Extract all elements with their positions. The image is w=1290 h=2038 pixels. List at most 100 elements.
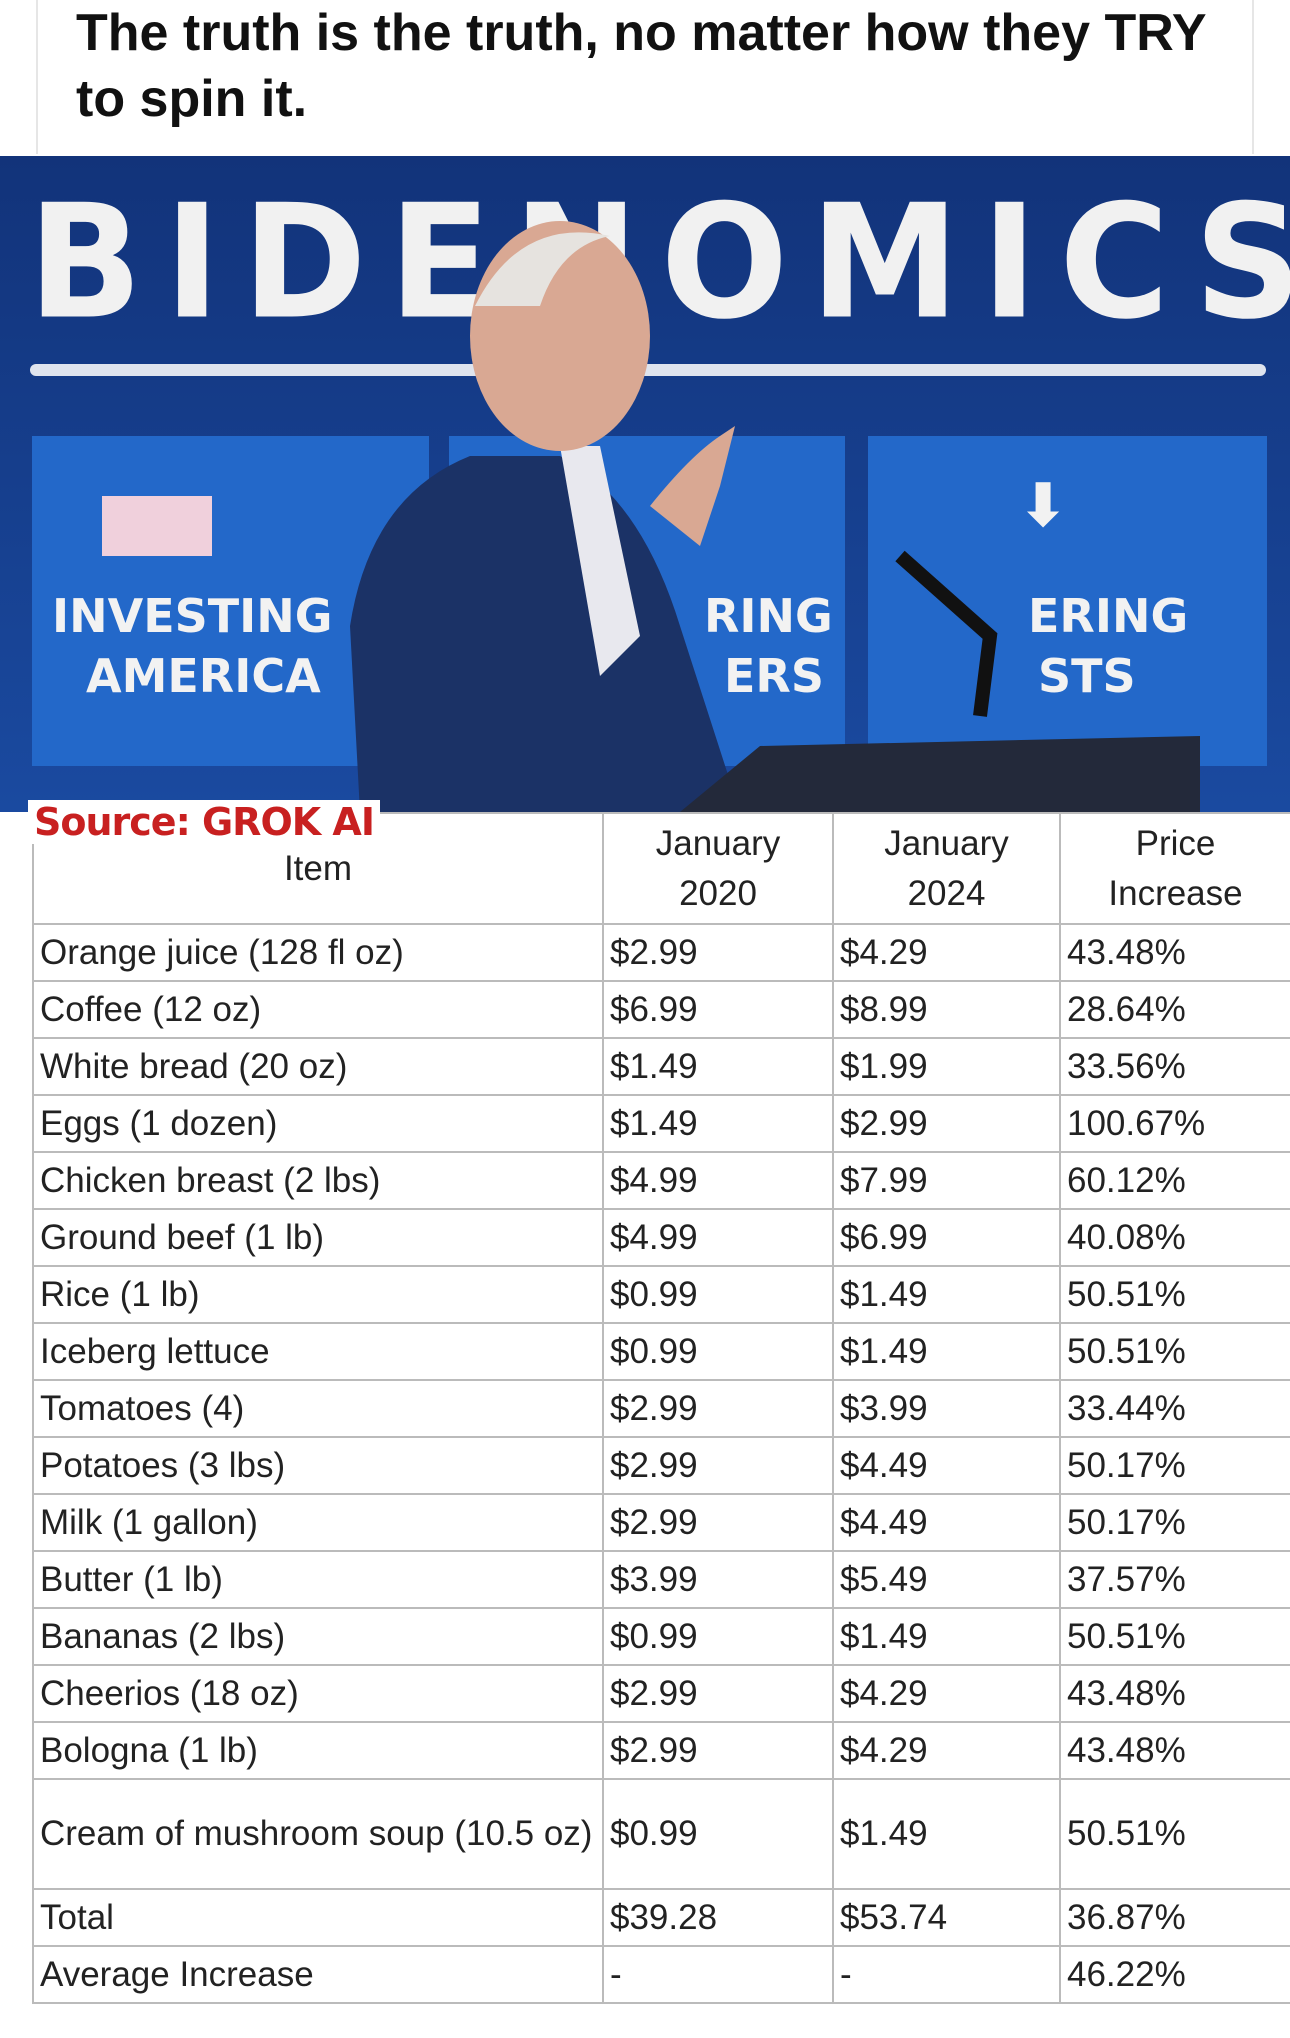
source-label: Source: GROK AI (28, 800, 380, 844)
table-row: Orange juice (128 fl oz) $2.99 $4.29 43.48% (32, 923, 1290, 982)
price-cell: $2.99 (602, 1493, 834, 1552)
post-text: The truth is the truth, no matter how th… (76, 4, 1206, 128)
hair (475, 232, 610, 306)
price-cell: $4.49 (832, 1493, 1061, 1552)
header-cell: Price Increase (1059, 812, 1290, 925)
price-cell: 43.48% (1059, 923, 1290, 982)
table-row: Milk (1 gallon) $2.99 $4.49 50.17% (32, 1493, 1290, 1552)
table-row: Ground beef (1 lb) $4.99 $6.99 40.08% (32, 1208, 1290, 1267)
item-cell: Ground beef (1 lb) (32, 1208, 604, 1267)
table-row: Butter (1 lb) $3.99 $5.49 37.57% (32, 1550, 1290, 1609)
item-cell: Average Increase (32, 1945, 604, 2004)
photo: BIDENOMICS INVESTING AMERICA RING ERS ⬇ ER… (0, 156, 1290, 812)
price-table: Item January 2020 January 2024 Price Increa… (32, 812, 1290, 2004)
table-row: Total $39.28 $53.74 36.87% (32, 1888, 1290, 1947)
price-cell: 50.51% (1059, 1265, 1290, 1324)
table-row: Potatoes (3 lbs) $2.99 $4.49 50.17% (32, 1436, 1290, 1495)
price-cell: $53.74 (832, 1888, 1061, 1947)
price-cell: $1.99 (832, 1037, 1061, 1096)
table-body: Item January 2020 January 2024 Price Increa… (32, 812, 1290, 2004)
panel: INVESTING AMERICA (32, 436, 429, 766)
item-cell: Butter (1 lb) (32, 1550, 604, 1609)
price-cell: $3.99 (602, 1550, 834, 1609)
price-cell: 28.64% (1059, 980, 1290, 1039)
price-cell: $4.29 (832, 1721, 1061, 1780)
price-cell: $2.99 (602, 923, 834, 982)
hand (650, 426, 735, 546)
price-cell: 46.22% (1059, 1945, 1290, 2004)
item-cell: Potatoes (3 lbs) (32, 1436, 604, 1495)
price-cell: 43.48% (1059, 1721, 1290, 1780)
panel-line: ERS (724, 649, 824, 703)
price-cell: 36.87% (1059, 1888, 1290, 1947)
price-cell: $2.99 (602, 1379, 834, 1438)
price-cell: 50.51% (1059, 1322, 1290, 1381)
item-cell: Orange juice (128 fl oz) (32, 923, 604, 982)
price-cell: $3.99 (832, 1379, 1061, 1438)
price-cell: $2.99 (602, 1664, 834, 1723)
podium (680, 736, 1200, 812)
table-row: Rice (1 lb) $0.99 $1.49 50.51% (32, 1265, 1290, 1324)
panel-line: RING (704, 589, 833, 643)
speaker-figure (350, 221, 1200, 812)
price-cell: 33.44% (1059, 1379, 1290, 1438)
price-cell: $1.49 (832, 1265, 1061, 1324)
price-cell: 60.12% (1059, 1151, 1290, 1210)
item-cell: Rice (1 lb) (32, 1265, 604, 1324)
price-cell: 100.67% (1059, 1094, 1290, 1153)
price-cell: 33.56% (1059, 1037, 1290, 1096)
table-row: Cream of mushroom soup (10.5 oz) $0.99 $1.… (32, 1778, 1290, 1890)
price-cell: $1.49 (832, 1778, 1061, 1890)
item-cell: Cream of mushroom soup (10.5 oz) (32, 1778, 604, 1890)
banner-line (30, 364, 1266, 376)
price-cell: 40.08% (1059, 1208, 1290, 1267)
shirt (560, 446, 640, 676)
panel-text: INVESTING AMERICA (52, 586, 333, 706)
price-cell: $0.99 (602, 1778, 834, 1890)
price-cell: $0.99 (602, 1607, 834, 1666)
price-cell: 50.51% (1059, 1607, 1290, 1666)
price-cell: 37.57% (1059, 1550, 1290, 1609)
price-cell: $2.99 (602, 1721, 834, 1780)
item-cell: Iceberg lettuce (32, 1322, 604, 1381)
table-row: Cheerios (18 oz) $2.99 $4.29 43.48% (32, 1664, 1290, 1723)
price-cell: $4.49 (832, 1436, 1061, 1495)
table-row: Tomatoes (4) $2.99 $3.99 33.44% (32, 1379, 1290, 1438)
price-cell: $7.99 (832, 1151, 1061, 1210)
post: The truth is the truth, no matter how th… (36, 0, 1254, 154)
item-cell: Eggs (1 dozen) (32, 1094, 604, 1153)
price-cell: - (602, 1945, 834, 2004)
price-cell: $2.99 (832, 1094, 1061, 1153)
price-cell: $1.49 (602, 1094, 834, 1153)
price-cell: $0.99 (602, 1265, 834, 1324)
item-cell: Total (32, 1888, 604, 1947)
item-cell: Bologna (1 lb) (32, 1721, 604, 1780)
arrow-icon: ⬇ (1018, 471, 1069, 541)
table-row: Eggs (1 dozen) $1.49 $2.99 100.67% (32, 1094, 1290, 1153)
price-cell: $39.28 (602, 1888, 834, 1947)
price-cell: $4.29 (832, 1664, 1061, 1723)
table-row: White bread (20 oz) $1.49 $1.99 33.56% (32, 1037, 1290, 1096)
price-cell: - (832, 1945, 1061, 2004)
price-cell: $4.99 (602, 1208, 834, 1267)
item-cell: White bread (20 oz) (32, 1037, 604, 1096)
price-cell: 43.48% (1059, 1664, 1290, 1723)
price-cell: $5.49 (832, 1550, 1061, 1609)
price-cell: $6.99 (602, 980, 834, 1039)
table-row: Chicken breast (2 lbs) $4.99 $7.99 60.12% (32, 1151, 1290, 1210)
item-cell: Chicken breast (2 lbs) (32, 1151, 604, 1210)
header-cell: January 2020 (602, 812, 834, 925)
price-cell: 50.17% (1059, 1493, 1290, 1552)
price-cell: $4.99 (602, 1151, 834, 1210)
header-cell: January 2024 (832, 812, 1061, 925)
price-cell: $1.49 (832, 1322, 1061, 1381)
price-cell: $2.99 (602, 1436, 834, 1495)
table-row: Average Increase - -46.22% (32, 1945, 1290, 2004)
panel-line: ERING (1028, 589, 1189, 643)
panel-text: ERING STS (1028, 586, 1188, 706)
microphone (895, 550, 998, 717)
price-cell: $6.99 (832, 1208, 1061, 1267)
price-cell: $4.29 (832, 923, 1061, 982)
price-cell: $1.49 (602, 1037, 834, 1096)
price-cell: 50.17% (1059, 1436, 1290, 1495)
